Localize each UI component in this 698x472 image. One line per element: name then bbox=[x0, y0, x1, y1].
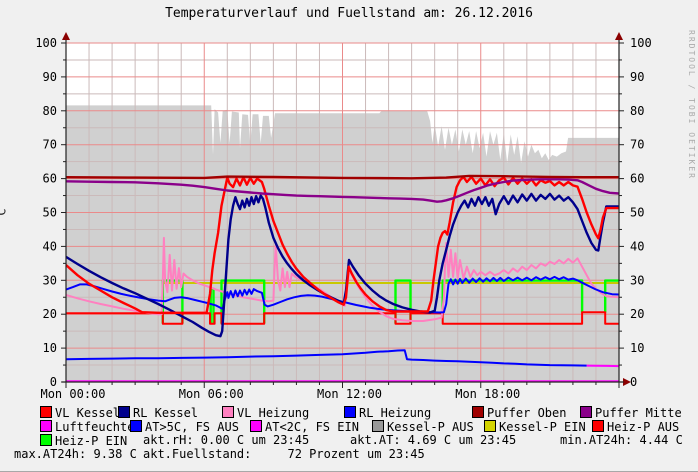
y-axis-arrow-right bbox=[615, 32, 623, 40]
y-tick-label: 60 bbox=[43, 172, 57, 186]
series-vl-kessel bbox=[66, 175, 619, 314]
legend-item: Puffer Oben bbox=[472, 406, 566, 419]
legend-item: VL Kessel bbox=[40, 406, 120, 419]
legend-label: Luftfeuchte bbox=[55, 420, 135, 434]
y-tick-label: 40 bbox=[630, 239, 644, 253]
legend-swatch bbox=[40, 434, 52, 446]
series-rl-kessel bbox=[66, 192, 619, 338]
y-axis-arrow-left bbox=[62, 32, 70, 40]
y-tick-label: 30 bbox=[630, 273, 644, 287]
legend-item: RL Heizung bbox=[344, 406, 431, 419]
y-tick-label: 10 bbox=[630, 341, 644, 355]
legend-swatch bbox=[484, 420, 496, 432]
legend-swatch bbox=[472, 406, 484, 418]
legend-item: VL Heizung bbox=[222, 406, 309, 419]
y-tick-label: 10 bbox=[43, 341, 57, 355]
legend-item: Heiz-P AUS bbox=[592, 420, 679, 433]
legend-stat: akt.Fuellstand: 72 Prozent um 23:45 bbox=[143, 447, 425, 461]
legend-label: Heiz-P AUS bbox=[607, 420, 680, 434]
x-axis-arrow bbox=[623, 378, 631, 386]
x-tick-label: Mon 18:00 bbox=[455, 387, 520, 401]
y-tick-label: 100 bbox=[35, 36, 57, 50]
y-tick-label: 60 bbox=[630, 172, 644, 186]
legend-label: Puffer Oben bbox=[487, 406, 567, 420]
legend-label: VL Heizung bbox=[237, 406, 310, 420]
legend-label: RL Heizung bbox=[359, 406, 432, 420]
legend-swatch bbox=[40, 406, 52, 418]
y-tick-label: 90 bbox=[43, 70, 57, 84]
y-tick-label: 70 bbox=[43, 138, 57, 152]
legend-swatch bbox=[222, 406, 234, 418]
legend-label: VL Kessel bbox=[55, 406, 121, 420]
x-tick-label: Mon 00:00 bbox=[40, 387, 105, 401]
legend-stat: akt.rH: 0.00 C um 23:45 bbox=[143, 433, 310, 447]
legend-item: RL Kessel bbox=[118, 406, 198, 419]
y-tick-label: 40 bbox=[43, 239, 57, 253]
y-tick-label: 70 bbox=[630, 138, 644, 152]
legend-swatch bbox=[118, 406, 130, 418]
legend-swatch bbox=[250, 420, 262, 432]
y-tick-label: 30 bbox=[43, 273, 57, 287]
legend-item: Kessel-P EIN bbox=[484, 420, 586, 433]
series-heiz-p-ein bbox=[604, 279, 619, 313]
y-tick-label: 100 bbox=[630, 36, 652, 50]
legend-swatch bbox=[372, 420, 384, 432]
x-tick-label: Mon 06:00 bbox=[179, 387, 244, 401]
x-tick-label: Mon 12:00 bbox=[317, 387, 382, 401]
legend-item: Puffer Mitte bbox=[580, 406, 682, 419]
legend-stat: min.AT24h: 4.44 C bbox=[560, 433, 683, 447]
series-puffer-oben bbox=[66, 174, 619, 180]
legend-stat: akt.AT: 4.69 C um 23:45 bbox=[350, 433, 517, 447]
legend-item: AT<2C, FS EIN bbox=[250, 420, 359, 433]
y-tick-label: 0 bbox=[50, 375, 57, 389]
legend-item: Heiz-P EIN bbox=[40, 434, 127, 447]
legend-stat: max.AT24h: 9.38 C bbox=[14, 447, 137, 461]
legend-label: Puffer Mitte bbox=[595, 406, 682, 420]
series-at-at-5c-fs-aus- bbox=[66, 349, 587, 367]
rrdtool-watermark: RRDTOOL / TOBI OETIKER bbox=[687, 30, 696, 180]
graph-title: Temperaturverlauf und Fuellstand am: 26.… bbox=[165, 6, 533, 21]
legend-swatch bbox=[592, 420, 604, 432]
y-tick-label: 80 bbox=[43, 104, 57, 118]
legend-swatch bbox=[344, 406, 356, 418]
legend-label: Kessel-P AUS bbox=[387, 420, 474, 434]
legend-item: Kessel-P AUS bbox=[372, 420, 474, 433]
y-tick-label: 20 bbox=[43, 307, 57, 321]
y-tick-label: 80 bbox=[630, 104, 644, 118]
series-rl-heizung bbox=[66, 275, 619, 314]
legend-label: AT<2C, FS EIN bbox=[265, 420, 359, 434]
legend-swatch bbox=[40, 420, 52, 432]
legend-item: Luftfeuchte bbox=[40, 420, 134, 433]
y-tick-label: 20 bbox=[630, 307, 644, 321]
y-tick-label: 0 bbox=[630, 375, 637, 389]
y-tick-label: 50 bbox=[43, 206, 57, 220]
legend-label: AT>5C, FS AUS bbox=[145, 420, 239, 434]
series-heiz-p-ein bbox=[394, 279, 412, 324]
series-puffer-mitte bbox=[66, 178, 619, 203]
legend-label: RL Kessel bbox=[133, 406, 199, 420]
legend-label: Heiz-P EIN bbox=[55, 434, 128, 448]
legend-swatch bbox=[130, 420, 142, 432]
series-heiz-p-aus bbox=[66, 311, 619, 325]
y-tick-label: 90 bbox=[630, 70, 644, 84]
y-tick-label: 50 bbox=[630, 206, 644, 220]
chart-plot: 0 0 10 10 20 20 30 30 40 40 50 50 60 60 70 70 80 80 90 90 10… bbox=[35, 32, 652, 401]
legend-label: Kessel-P EIN bbox=[499, 420, 586, 434]
legend-item: AT>5C, FS AUS bbox=[130, 420, 239, 433]
legend-swatch bbox=[580, 406, 592, 418]
series-at-at-2c-fs-ein- bbox=[586, 364, 619, 368]
